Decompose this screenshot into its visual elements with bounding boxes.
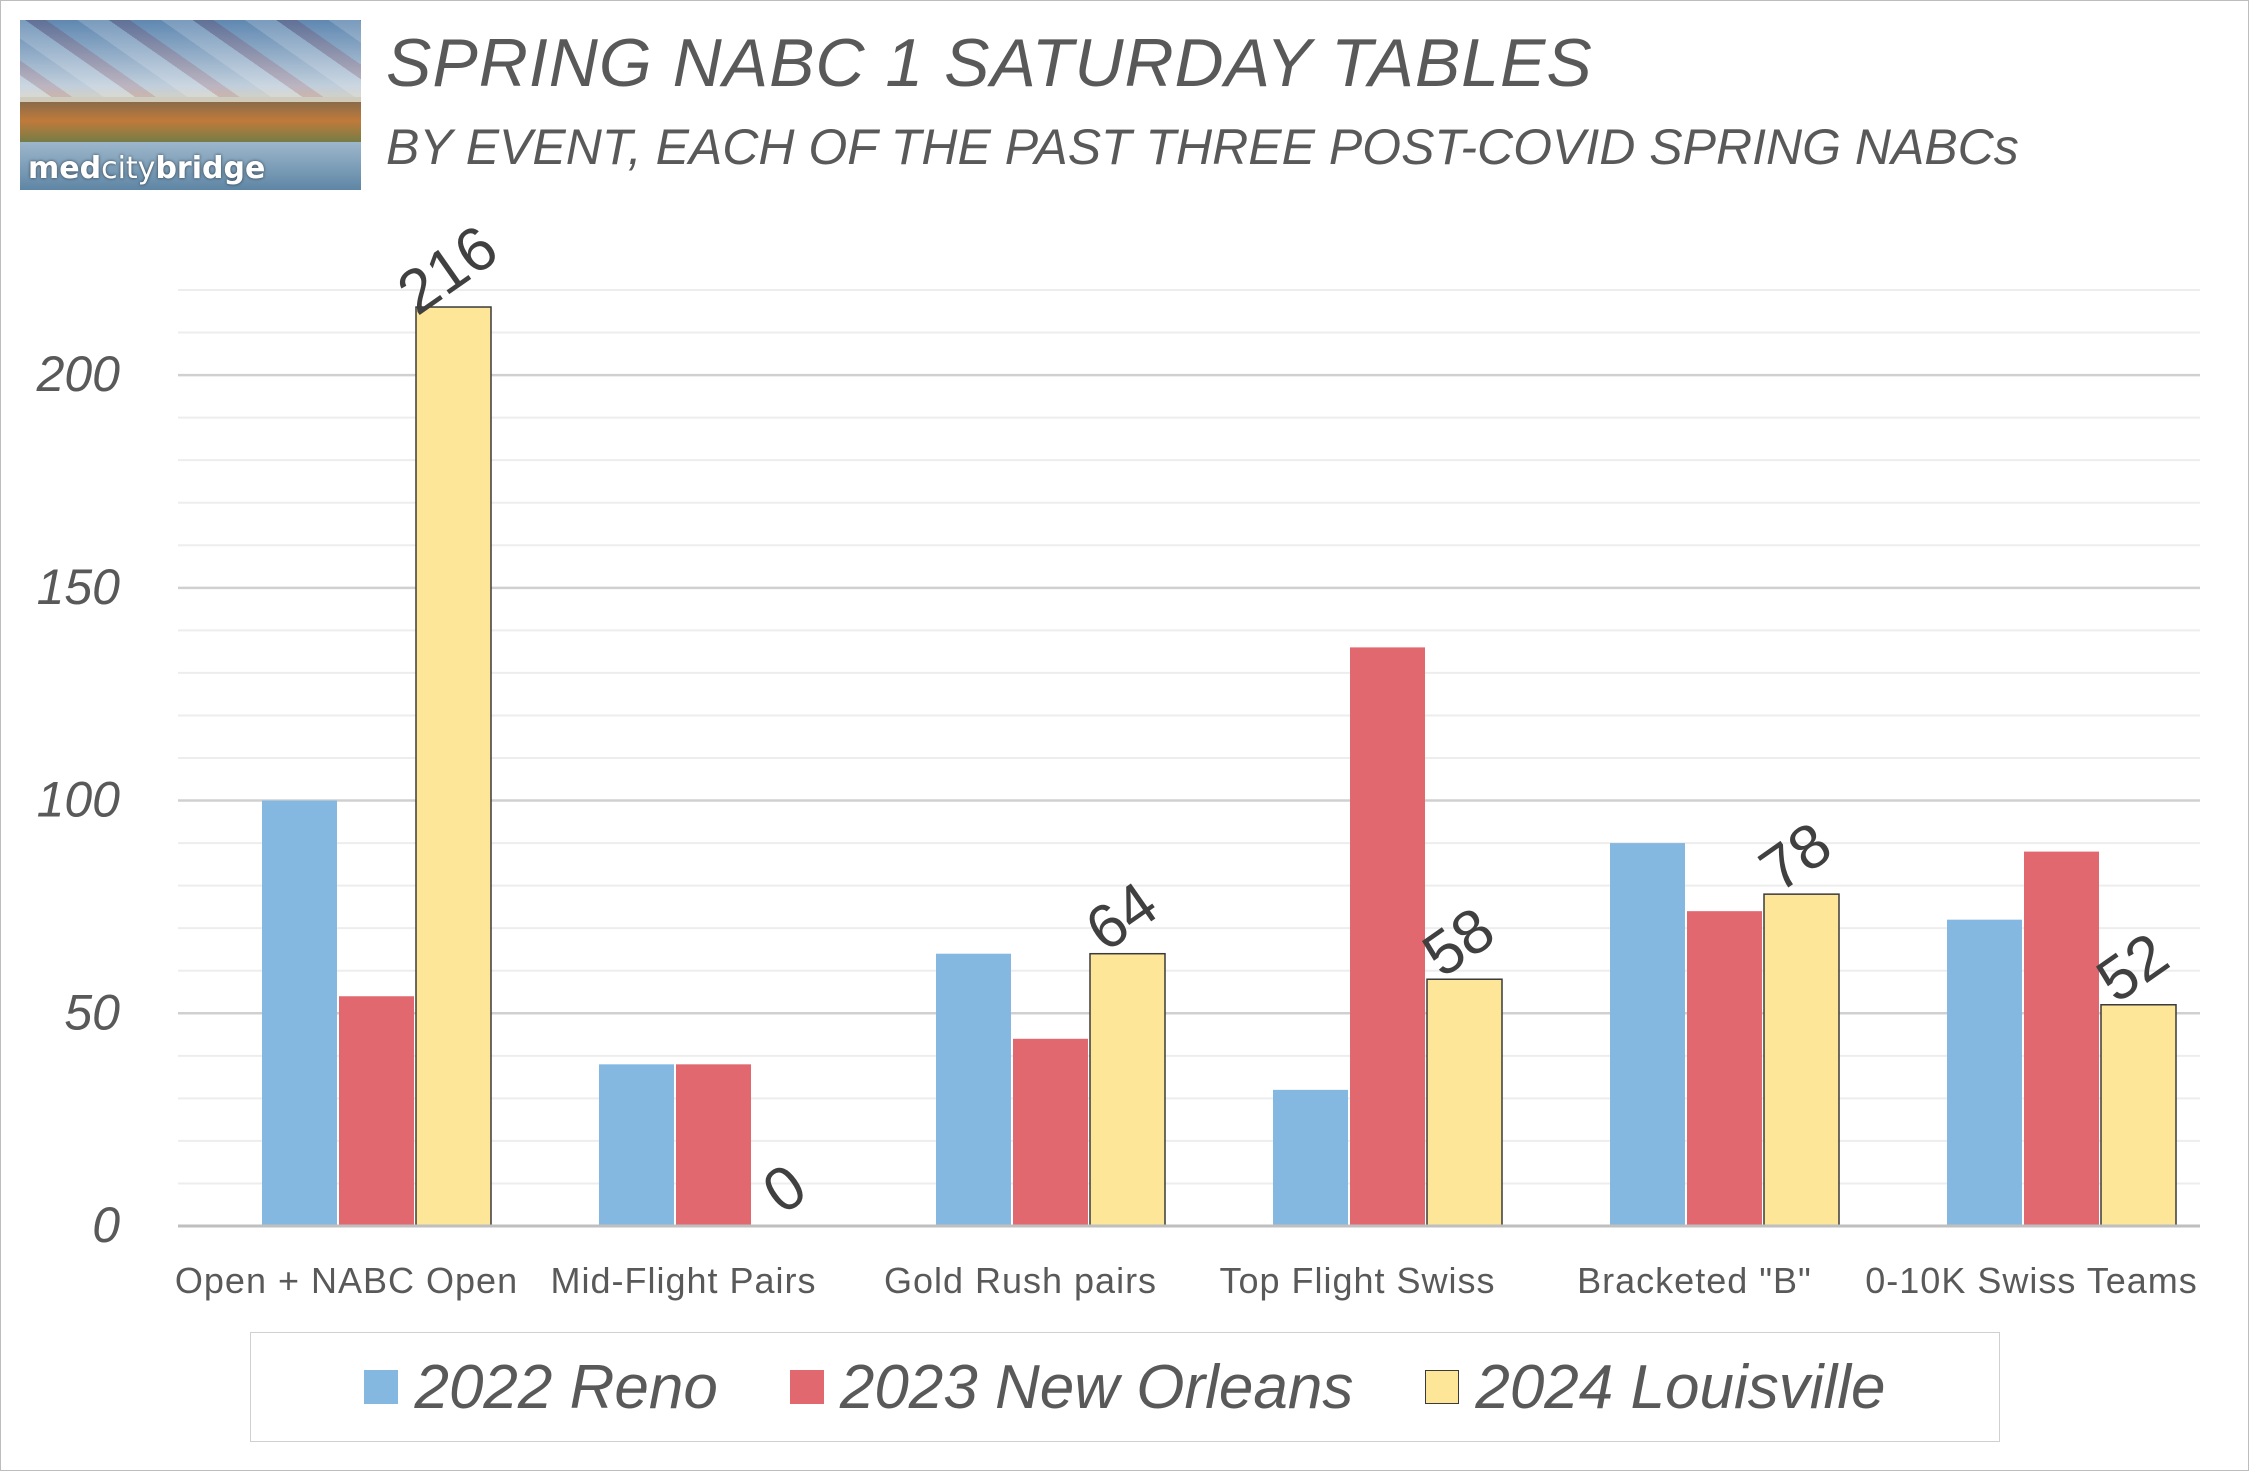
data-label: 0 [751,1151,819,1227]
data-label: 58 [1411,894,1507,990]
bar [1350,647,1425,1226]
chart-title: SPRING NABC 1 SATURDAY TABLES [386,25,1593,101]
logo-skyline [20,101,361,150]
bar [1089,952,1166,1227]
data-label: 78 [1748,809,1844,905]
x-tick-label: 0-10K Swiss Teams [1865,1260,2197,1301]
x-tick-label: Gold Rush pairs [884,1260,1157,1301]
bar [339,996,414,1226]
bar [676,1064,751,1226]
bar [599,1064,674,1226]
x-tick-label: Bracketed "B" [1577,1260,1812,1301]
chart-subtitle: BY EVENT, EACH OF THE PAST THREE POST-CO… [386,119,2019,175]
legend-label: 2023 New Orleans [839,1352,1354,1422]
legend-label: 2022 Reno [414,1352,718,1422]
logo-wordmark: medcitybridge [28,151,266,186]
bar [262,800,337,1226]
logo-sky [20,20,361,114]
bar [1273,1089,1348,1226]
bar [1610,843,1685,1226]
legend-label: 2024 Louisville [1475,1352,1886,1422]
bar [1947,919,2022,1226]
y-tick-label: 0 [92,1197,120,1253]
bar [2100,1004,2177,1227]
bar [1013,1038,1088,1226]
x-tick-label: Top Flight Swiss [1219,1260,1495,1301]
legend-swatch [789,1370,824,1404]
bar [2024,851,2099,1226]
legend-swatch [364,1370,399,1404]
bar [936,953,1011,1226]
data-label: 64 [1074,869,1170,965]
legend-item: 2022 Reno [364,1352,718,1423]
legend-item: 2024 Louisville [1425,1352,1886,1423]
bar [415,306,492,1227]
chart-legend: 2022 Reno 2023 New Orleans 2024 Louisville [250,1332,2000,1442]
data-label: 52 [2085,920,2181,1016]
bar [1426,978,1503,1227]
logo-river [20,142,361,190]
legend-item: 2023 New Orleans [789,1352,1354,1423]
y-tick-label: 200 [36,346,121,402]
x-tick-label: Mid-Flight Pairs [550,1260,816,1301]
bar [1763,893,1840,1227]
logo-cards-pattern [20,20,361,97]
legend-swatch [1425,1370,1460,1404]
bar [1687,911,1762,1226]
medcitybridge-logo: medcitybridge [20,20,361,190]
y-tick-label: 150 [37,559,121,615]
y-tick-label: 50 [64,984,120,1040]
x-tick-label: Open + NABC Open [175,1260,518,1301]
y-tick-label: 100 [37,772,121,828]
